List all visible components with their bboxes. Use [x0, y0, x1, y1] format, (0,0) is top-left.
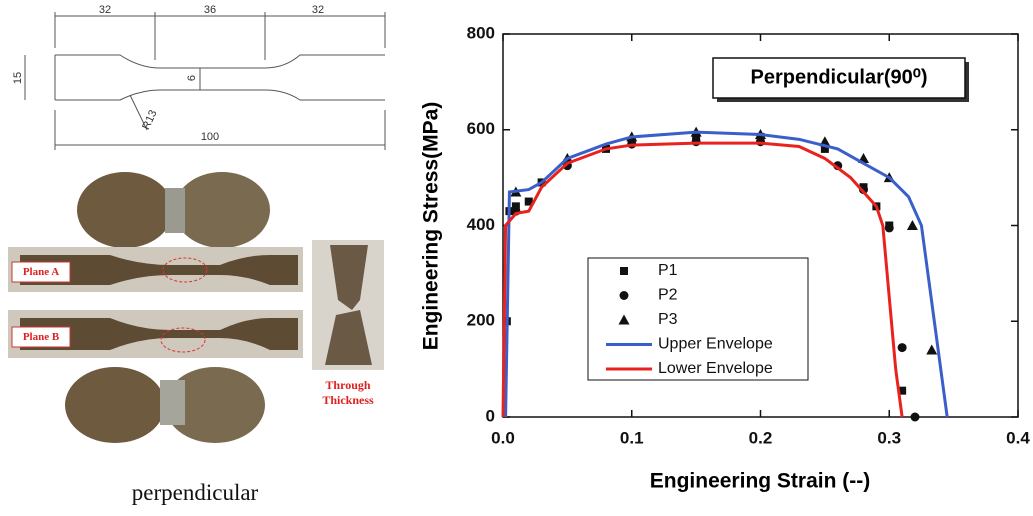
point	[692, 132, 701, 141]
envelope-line	[501, 141, 904, 418]
caption: perpendicular	[131, 480, 259, 505]
legend-swatch	[619, 291, 629, 300]
dimension: R13	[140, 108, 159, 131]
y-tick-label: 800	[467, 23, 495, 42]
dimension: 100	[201, 131, 219, 143]
y-tick-label: 200	[467, 311, 495, 330]
point	[910, 412, 920, 422]
point	[926, 344, 938, 355]
specimen-drawing	[24, 12, 386, 150]
annotation-box	[712, 57, 966, 99]
x-tick-label: 0.0	[491, 428, 515, 447]
plane-label: Plane B	[22, 331, 60, 343]
legend-label: Upper Envelope	[658, 336, 773, 353]
x-tick-label: 0.4	[1006, 428, 1030, 447]
point	[906, 220, 918, 230]
dimension: 32	[312, 4, 324, 16]
dimension: 15	[12, 72, 24, 84]
y-axis-label: Engineering Stress(MPa)	[420, 102, 443, 351]
legend-label: P1	[658, 262, 678, 279]
plane-label: Plane A	[22, 266, 60, 278]
legend-swatch	[618, 314, 630, 325]
point	[511, 202, 520, 211]
legend-label: P2	[658, 287, 678, 304]
x-tick-label: 0.3	[877, 428, 901, 447]
through-label: Through Thickness	[322, 378, 374, 407]
y-tick-label: 600	[467, 119, 495, 138]
dimension: 32	[99, 4, 111, 16]
x-tick-label: 0.2	[749, 428, 773, 447]
annotation: Perpendicular(90⁰)	[751, 66, 928, 88]
point	[820, 144, 829, 153]
x-tick-label: 0.1	[620, 428, 644, 447]
legend-label: P3	[658, 311, 678, 328]
point	[884, 223, 894, 233]
specimen-photos	[8, 172, 384, 443]
dimension: 36	[204, 4, 216, 16]
legend-label: Lower Envelope	[658, 360, 773, 377]
point	[524, 197, 533, 206]
point	[898, 386, 907, 395]
dimension: 6	[186, 75, 198, 81]
envelope-line	[504, 130, 949, 418]
x-axis-label: Engineering Strain (--)	[650, 470, 871, 493]
point	[897, 343, 907, 353]
y-tick-label: 0	[486, 406, 495, 425]
y-tick-label: 400	[467, 215, 495, 234]
legend-swatch	[620, 267, 628, 275]
